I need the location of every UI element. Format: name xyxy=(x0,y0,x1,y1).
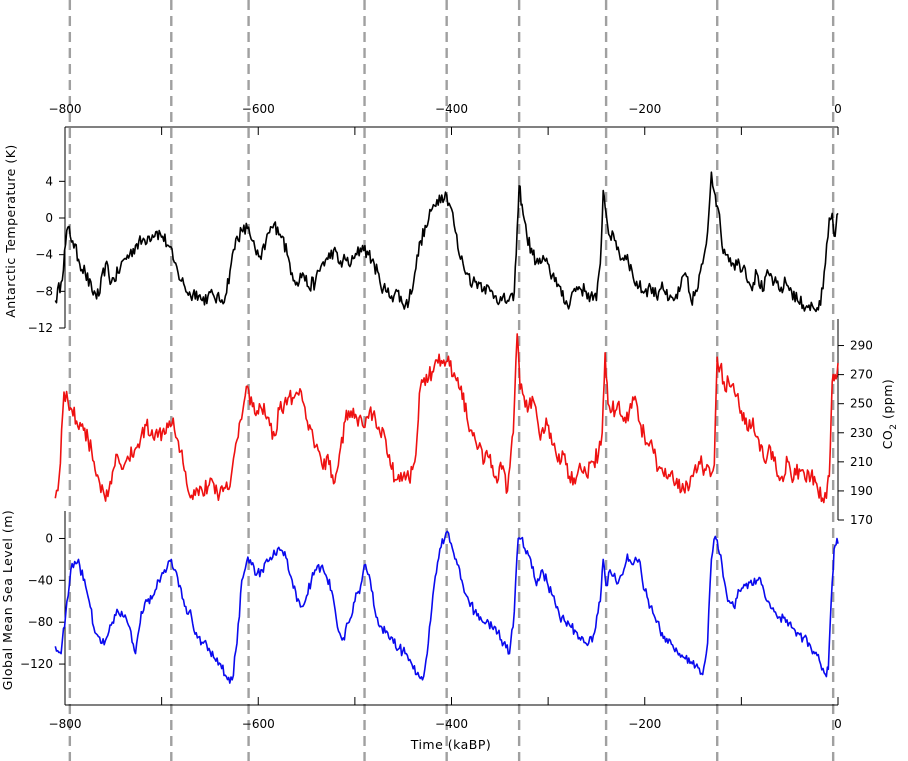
co2-series-line xyxy=(54,333,839,504)
y-tick-label: −120 xyxy=(20,657,53,671)
panel-co2: 170 190 210 230 250 270 290 CO2 (ppm) xyxy=(54,319,899,527)
sea-level-axis-title: Global Mean Sea Level (m) xyxy=(0,510,15,691)
y-tick-label: 0 xyxy=(45,531,53,545)
x-tick-label: 0 xyxy=(834,102,842,116)
y-tick-label: 270 xyxy=(850,368,873,382)
y-tick-label: −80 xyxy=(28,615,53,629)
x-tick-label: −200 xyxy=(628,717,661,731)
y-tick-label: 290 xyxy=(850,339,873,353)
top-x-axis: −800 −600 −400 −200 0 xyxy=(49,102,842,135)
top-x-ticks: −800 −600 −400 −200 0 xyxy=(49,102,842,135)
y-tick-label: −40 xyxy=(28,573,53,587)
sea-level-y-ticks: 0 −40 −80 −120 xyxy=(20,531,65,671)
temperature-series-line xyxy=(54,171,839,313)
co2-axis-title: CO2 (ppm) xyxy=(880,379,899,450)
x-tick-label: −800 xyxy=(49,102,82,116)
y-tick-label: 0 xyxy=(45,211,53,225)
x-tick-label: −400 xyxy=(435,717,468,731)
y-tick-label: 210 xyxy=(850,455,873,469)
temperature-y-ticks: 4 0 −4 −8 −12 xyxy=(28,174,65,335)
x-tick-label: −200 xyxy=(628,102,661,116)
y-tick-label: −12 xyxy=(28,321,53,335)
y-tick-label: 230 xyxy=(850,426,873,440)
y-tick-label: −4 xyxy=(35,248,53,262)
y-tick-label: 4 xyxy=(45,174,53,188)
sea-level-series-line xyxy=(54,530,839,684)
x-tick-label: −600 xyxy=(242,102,275,116)
co2-y-ticks: 170 190 210 230 250 270 290 xyxy=(838,339,873,527)
panel-antarctic-temperature: 4 0 −4 −8 −12 Antarctic Temperature (K) xyxy=(3,127,839,335)
x-tick-label: −800 xyxy=(49,717,82,731)
x-tick-label: −600 xyxy=(242,717,275,731)
y-tick-label: 170 xyxy=(850,513,873,527)
x-axis-title: Time (kaBP) xyxy=(410,737,492,752)
x-tick-label: −400 xyxy=(435,102,468,116)
y-tick-label: −8 xyxy=(35,284,53,298)
panel-global-mean-sea-level: 0 −40 −80 −120 Global Mean Sea Level (m) xyxy=(0,510,839,705)
bottom-x-ticks: −800 −600 −400 −200 0 xyxy=(49,697,842,731)
temperature-axis-title: Antarctic Temperature (K) xyxy=(3,144,18,318)
y-tick-label: 250 xyxy=(850,397,873,411)
x-tick-label: 0 xyxy=(834,717,842,731)
bottom-x-axis: −800 −600 −400 −200 0 Time (kaBP) xyxy=(49,697,842,752)
y-tick-label: 190 xyxy=(850,484,873,498)
